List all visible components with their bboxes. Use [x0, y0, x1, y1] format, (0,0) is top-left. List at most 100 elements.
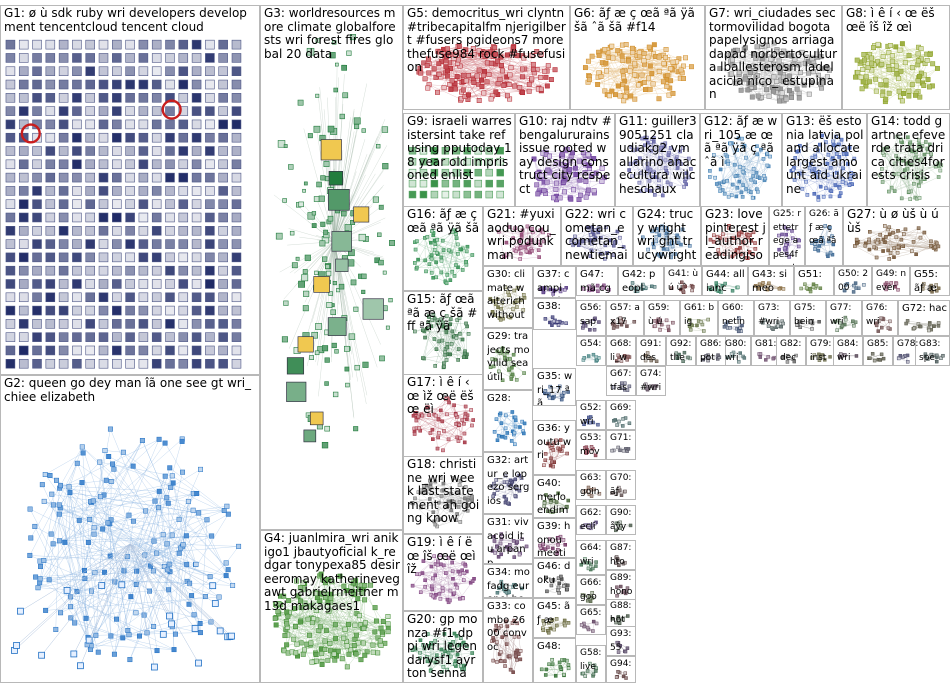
group-label-g52: G52: wri	[580, 403, 602, 427]
group-graph-g35	[543, 384, 570, 402]
group-graph-g63	[582, 485, 602, 498]
group-panel-g71: G71:	[606, 430, 636, 460]
group-graph-g12	[708, 136, 772, 200]
group-graph-g60	[722, 316, 744, 334]
group-label-g88: G88: hot	[610, 601, 632, 625]
group-graph-g42	[629, 281, 657, 294]
group-panel-g93: G93: 55	[606, 626, 636, 656]
group-label-g4: G4: juanlmira_wri anikigo1 jbautyoficial…	[264, 532, 400, 613]
group-graph-g29	[488, 346, 526, 383]
group-panel-g15: G15: ãƒ œã ªã æ ç šã #ff ªã ÿã	[403, 291, 483, 376]
group-label-g18: G18: christine_wri week last statement a…	[407, 458, 480, 525]
group-graph-g50	[842, 281, 866, 294]
group-label-g82: G82: dec	[780, 339, 802, 363]
group-graph-g48	[539, 657, 571, 678]
group-panel-g60: G60: netin	[718, 300, 754, 336]
group-panel-g33: G33: combo 2600 convoc	[483, 598, 533, 683]
group-panel-g86: G86: pot	[696, 336, 726, 366]
group-label-g56: G56: sap	[580, 303, 602, 327]
group-panel-g76: G76: wri	[862, 300, 898, 336]
group-graph-g13	[789, 133, 857, 202]
group-label-g34: G34: mofadg europei henmp	[487, 567, 530, 597]
group-graph-g79	[810, 352, 832, 362]
group-graph-g52	[582, 415, 600, 427]
group-panel-g65: G65:	[576, 605, 606, 635]
group-label-g50: G50: 200	[838, 269, 869, 293]
group-label-g5: G5: democritus_wri clyntn #tribecapitalf…	[407, 7, 566, 74]
group-label-g55: G55: ãƒ æ	[914, 269, 942, 294]
group-graph-g67	[612, 381, 632, 392]
group-graph-g47	[581, 283, 611, 294]
group-graph-g62	[579, 520, 598, 531]
group-graph-g57	[610, 316, 637, 330]
group-graph-g24	[641, 224, 692, 260]
group-graph-g41	[669, 280, 695, 295]
group-graph-g10	[531, 146, 607, 203]
group-label-g69: G69:	[610, 403, 632, 413]
group-label-g41: G41: ù ú ùˆ	[668, 269, 699, 293]
group-label-g85: G85:	[867, 339, 889, 349]
group-label-g7: G7: wri_ciudades sectormovilidad bogota …	[709, 7, 838, 101]
group-panel-g57: G57: ax17	[606, 300, 644, 336]
group-panel-g30: G30: climate waiterich without	[483, 266, 533, 328]
group-panel-g54: G54:	[576, 336, 606, 366]
group-panel-g88: G88: hot	[606, 598, 636, 628]
group-label-g65: G65:	[580, 608, 602, 618]
group-graph-g17	[411, 395, 475, 453]
group-panel-g84: G84: wri	[833, 336, 863, 366]
group-label-g17: G17: ì ê í ‹ œ ìž œë ëš œ ëì	[407, 376, 478, 416]
group-graph-g31	[490, 532, 529, 559]
group-graph-g40	[542, 491, 571, 514]
group-panel-g1: G1: ø ù sdk ruby wri developers developm…	[0, 5, 260, 375]
group-label-g31: G31: vivacoid itu arpanp	[487, 517, 529, 564]
group-graph-g28	[492, 410, 527, 447]
group-graph-g81	[757, 352, 776, 362]
group-label-g27: G27: ù ø ùš ù ú ùš	[847, 208, 943, 235]
group-panel-g25: G25: rettetrege apes4forest najiskeie	[769, 206, 805, 266]
group-panel-g40: G40: merlo endim	[533, 475, 576, 518]
group-label-g49: G49: never	[876, 269, 907, 293]
group-panel-g4: G4: juanlmira_wri anikigo1 jbautyoficial…	[260, 530, 403, 683]
group-label-g93: G93: 55	[610, 629, 632, 653]
group-label-g42: G42: peopl	[622, 269, 656, 294]
group-label-g66: G66: goo	[580, 578, 602, 602]
group-panel-g28: G28:	[483, 390, 533, 452]
group-label-g44: G44: allianc	[706, 269, 745, 294]
group-label-g37: G37: campi webin	[537, 269, 570, 297]
group-label-g6: G6: ãƒ æ ç œã ªã ÿã šã ˆã šã #f14	[574, 7, 699, 34]
group-label-g75: G75: bein	[794, 303, 819, 327]
group-panel-g34: G34: mofadg europei henmp	[483, 564, 533, 598]
group-graph-g4	[272, 571, 391, 670]
group-label-g76: G76: wri	[866, 303, 891, 327]
group-panel-g64: G64: wri	[576, 540, 606, 575]
group-label-g19: G19: ì ê í ë œ îš œë œì îž	[407, 536, 480, 576]
group-panel-g66: G66: goo	[576, 575, 606, 605]
group-panel-g80: G80: wri	[721, 336, 751, 366]
group-label-g25: G25: rettetrege apes4forest najiskeie	[773, 209, 802, 265]
group-graph-g87	[614, 555, 627, 568]
group-label-g67: G67: tfas	[610, 369, 632, 393]
group-label-g64: G64: wri	[580, 543, 602, 567]
group-label-g36: G36: youtu wri	[537, 423, 572, 461]
group-panel-g37: G37: campi webin	[533, 266, 576, 298]
group-panel-g22: G22: wri cometan_e cometan_ newtiemain	[561, 206, 633, 266]
group-panel-g59: G59: ù ú	[644, 300, 680, 336]
group-label-g24: G24: trucy wright wri ght trucywright	[637, 208, 697, 262]
group-label-g47: G47: mã cg	[580, 269, 611, 294]
group-panel-g43: G43: simeo	[748, 266, 794, 296]
group-panel-g56: G56: sap	[576, 300, 606, 336]
group-panel-g49: G49: never	[872, 266, 910, 296]
group-graph-g23	[708, 224, 758, 260]
group-panel-g27: G27: ù ø ùš ù ú ùš	[843, 206, 950, 266]
group-graph-g76	[874, 316, 892, 333]
group-panel-g87: G87: hto	[606, 540, 636, 570]
group-panel-g79: G79: inst	[806, 336, 836, 366]
group-panel-g35: G35: wri_17 ªã	[533, 368, 576, 406]
group-panel-g55: G55: ãƒ æ	[910, 266, 950, 296]
group-panel-g63: G63: goin	[576, 470, 606, 500]
group-label-g68: G68: li_w	[610, 339, 632, 363]
group-graph-g6	[582, 42, 694, 104]
group-panel-g69: G69:	[606, 400, 636, 430]
group-label-g91: G91: des	[640, 339, 662, 363]
group-label-g30: G30: climate waiterich without	[487, 269, 528, 321]
